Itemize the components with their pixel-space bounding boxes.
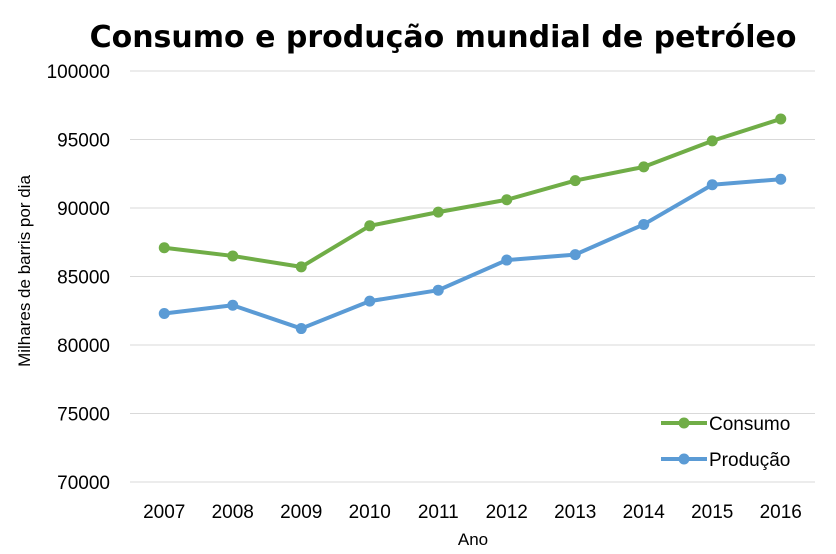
data-point [158,307,170,319]
legend-marker [678,453,690,465]
x-axis-ticks: 2007 2008 2009 2010 2011 2012 2013 2014 2015 2016 [143,502,802,523]
y-tick-label: 100000 [47,62,110,83]
data-point [569,175,581,187]
data-point [706,179,718,191]
legend-marker [678,417,690,429]
data-point [775,173,787,185]
y-tick-label: 95000 [57,131,110,152]
y-tick-label: 90000 [57,199,110,220]
gridlines [130,70,815,483]
x-tick-label: 2015 [691,502,733,523]
data-point [432,206,444,218]
chart-title: Consumo e produção mundial de petróleo [90,20,797,55]
y-tick-label: 80000 [57,336,110,357]
data-point [158,242,170,254]
x-tick-label: 2013 [554,502,596,523]
series-line [162,177,783,331]
series-layer [158,113,787,335]
data-point [638,161,650,173]
y-axis-ticks: 70000 75000 80000 85000 90000 95000 100000 [47,62,110,494]
x-axis-title: Ano [458,530,488,549]
x-tick-label: 2014 [623,502,666,523]
x-tick-label: 2012 [486,502,528,523]
x-tick-label: 2010 [349,502,391,523]
x-tick-label: 2011 [418,502,459,523]
x-tick-label: 2008 [212,502,254,523]
y-tick-label: 75000 [57,405,110,426]
legend-item: Produção [661,450,790,471]
legend: Consumo Produção [661,414,790,471]
data-point [638,218,650,230]
y-axis-title: Milhares de barris por dia [15,175,34,367]
legend-label: Consumo [709,414,790,435]
legend-label: Produção [709,450,790,471]
data-point [775,113,787,125]
data-point [364,220,376,232]
y-tick-label: 85000 [57,268,110,289]
series-line [162,116,783,269]
data-point [501,194,513,206]
data-point [706,135,718,147]
series-0 [158,113,787,273]
data-point [227,299,239,311]
x-tick-label: 2007 [143,502,185,523]
data-point [227,250,239,262]
series-1 [158,173,787,335]
data-point [364,295,376,307]
data-point [432,284,444,296]
data-point [569,249,581,261]
data-point [295,261,307,273]
x-tick-label: 2009 [280,502,322,523]
y-tick-label: 70000 [57,473,110,494]
x-tick-label: 2016 [760,502,802,523]
legend-item: Consumo [661,414,790,435]
data-point [295,323,307,335]
data-point [501,254,513,266]
